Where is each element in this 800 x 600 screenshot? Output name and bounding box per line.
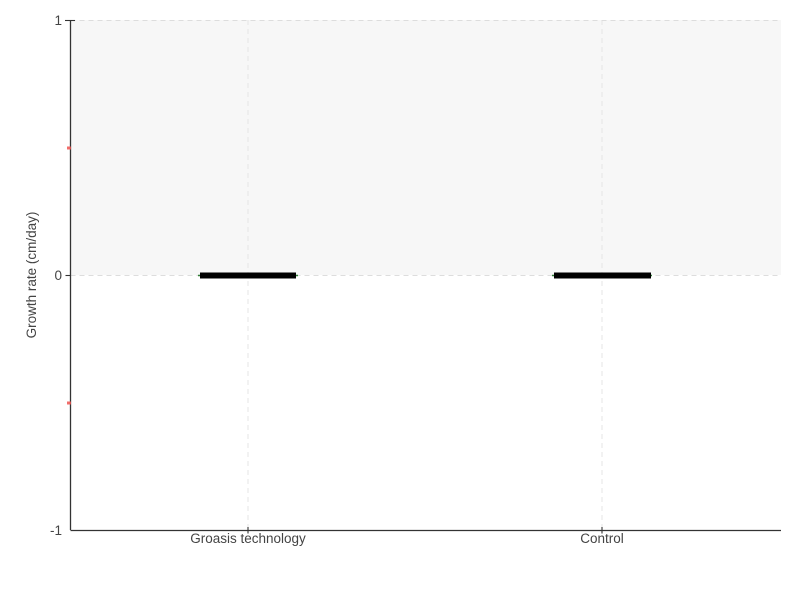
svg-text:Control: Control bbox=[580, 531, 624, 546]
svg-text:0: 0 bbox=[54, 268, 62, 283]
svg-text:Growth rate (cm/day): Growth rate (cm/day) bbox=[24, 212, 39, 339]
svg-text:1: 1 bbox=[54, 13, 62, 28]
svg-text:Groasis technology: Groasis technology bbox=[190, 531, 306, 546]
svg-text:-1: -1 bbox=[50, 523, 62, 538]
